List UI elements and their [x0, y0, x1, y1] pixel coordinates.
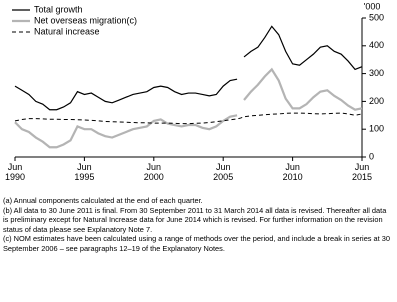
footnote: (b) All data to 30 June 2011 is final. F…: [3, 205, 387, 234]
chart: '000 0 100 200 300 400 500 Jun 1990 Jun 1995 Jun 20…: [5, 1, 384, 182]
x-tick-label: Jun 2005: [213, 162, 233, 182]
series-line: [14, 67, 363, 149]
footnote: (c) NOM estimates have been calculated u…: [3, 234, 390, 253]
footnotes: (a) Annual components calculated at the …: [3, 196, 391, 254]
series-line: [14, 112, 363, 125]
y-tick-label: 400: [369, 40, 384, 50]
footnote: (a) Annual components calculated at the …: [3, 196, 203, 205]
legend-label: Net overseas migration(c): [34, 15, 137, 25]
y-tick-label: 300: [369, 68, 384, 78]
x-tick-label: Jun 2010: [283, 162, 303, 182]
x-tick-label: Jun 2000: [144, 162, 164, 182]
y-tick-label: 200: [369, 96, 384, 106]
y-tick-label: 0: [369, 151, 374, 161]
legend-label: Total growth: [34, 4, 83, 14]
x-tick-label: Jun 2015: [352, 162, 372, 182]
series-line: [14, 25, 363, 111]
y-tick-label: 100: [369, 124, 384, 134]
y-unit-label: '000: [364, 1, 381, 11]
legend-label: Natural increase: [34, 26, 100, 36]
x-tick-label: Jun 1990: [5, 162, 25, 182]
y-tick-label: 500: [369, 12, 384, 22]
x-tick-label: Jun 1995: [74, 162, 94, 182]
